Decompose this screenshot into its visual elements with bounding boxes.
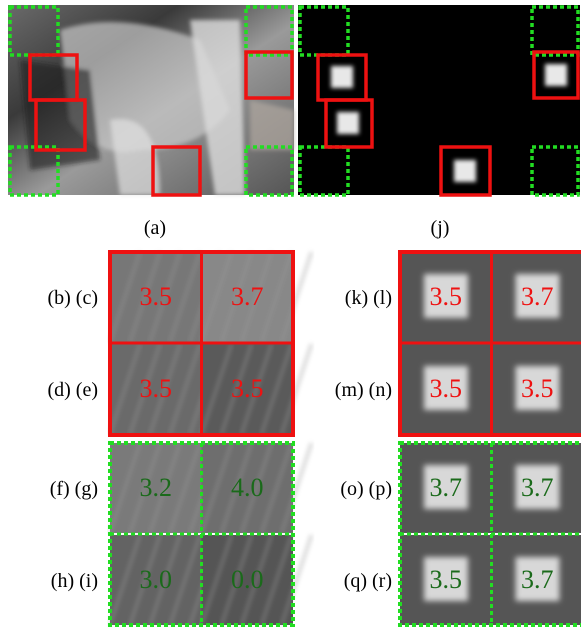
texture [128,442,162,534]
texture [199,534,234,626]
score: 0.0 [231,565,264,594]
square [515,557,560,601]
square [424,557,468,601]
score: 3.5 [430,565,463,594]
score: 3.7 [521,282,554,311]
texture [199,343,234,435]
texture [239,534,274,626]
tiger-image [8,5,294,195]
square [515,366,560,410]
texture [199,251,234,343]
mask-squares [331,64,567,182]
score: 3.5 [430,282,463,311]
score: 3.5 [430,374,463,403]
texture [108,534,142,626]
texture [148,343,182,435]
texture [259,534,294,626]
texture [128,251,162,343]
texture [168,534,202,626]
texture [168,343,202,435]
texture [259,251,294,343]
texture [279,251,314,343]
square [424,465,468,509]
texture [239,251,274,343]
texture [108,343,142,435]
texture [108,442,142,534]
row-label: (h) (i) [51,570,98,592]
texture [199,442,234,534]
texture [219,251,254,343]
texture [148,442,182,534]
texture [279,442,314,534]
score: 3.7 [231,282,264,311]
texture [108,251,142,343]
score: 3.5 [231,374,264,403]
row-label: (m) (n) [335,379,392,401]
score: 3.5 [140,374,173,403]
boxes [8,5,580,197]
texture [279,534,314,626]
texture [219,442,254,534]
row-label: (k) (l) [345,287,392,309]
square [424,366,468,410]
score: 3.7 [430,473,463,502]
texture [239,442,274,534]
row-label: (b) (c) [47,287,98,309]
caption: (a) [144,217,166,239]
score: 3.5 [521,374,554,403]
square [424,274,468,318]
score: 3.5 [140,282,173,311]
texture [219,343,254,435]
texture [168,442,202,534]
row-label: (d) (e) [47,379,98,401]
score: 4.0 [231,473,264,502]
texture [128,534,162,626]
score: 3.2 [140,473,173,502]
texture [148,251,182,343]
square [515,274,560,318]
texture [219,534,254,626]
texture [128,343,162,435]
texture [279,343,314,435]
texture [168,251,202,343]
row-label: (o) (p) [340,478,392,500]
row-label: (q) (r) [344,570,392,592]
score: 3.7 [521,473,554,502]
caption: (j) [431,217,450,239]
texture [259,343,294,435]
score: 3.7 [521,565,554,594]
texture [259,442,294,534]
row-label: (f) (g) [50,478,98,500]
square [515,465,560,509]
texture [148,534,182,626]
texture [239,343,274,435]
score: 3.0 [140,565,173,594]
